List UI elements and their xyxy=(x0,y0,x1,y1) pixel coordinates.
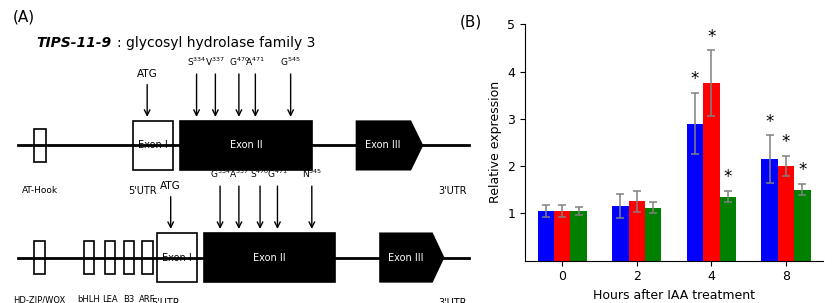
Bar xyxy=(203,233,335,282)
Text: *: * xyxy=(765,113,774,131)
Text: G$^{545}$: G$^{545}$ xyxy=(281,56,301,68)
Bar xyxy=(703,83,720,261)
Text: TIPS-11-9: TIPS-11-9 xyxy=(37,36,112,50)
Bar xyxy=(612,206,628,261)
Text: *: * xyxy=(723,168,732,186)
Text: AT-Hook: AT-Hook xyxy=(23,186,59,195)
Y-axis label: Relative expression: Relative expression xyxy=(489,81,501,204)
Text: Exon II: Exon II xyxy=(229,140,262,151)
Text: S$^{470}$: S$^{470}$ xyxy=(250,168,270,180)
Bar xyxy=(34,241,45,274)
Text: (A): (A) xyxy=(13,9,35,24)
Bar xyxy=(133,121,173,170)
Bar xyxy=(538,211,554,261)
Text: 5'UTR: 5'UTR xyxy=(129,186,157,196)
Bar xyxy=(645,208,661,261)
X-axis label: Hours after IAA treatment: Hours after IAA treatment xyxy=(593,289,755,302)
Bar xyxy=(143,241,153,274)
Text: 5'UTR: 5'UTR xyxy=(152,298,181,303)
Text: A$^{337}$: A$^{337}$ xyxy=(229,168,249,180)
Text: *: * xyxy=(782,133,790,151)
Text: V$^{337}$: V$^{337}$ xyxy=(206,56,225,68)
Text: Exon III: Exon III xyxy=(388,252,423,263)
Text: Exon III: Exon III xyxy=(365,140,401,151)
Text: S$^{334}$: S$^{334}$ xyxy=(186,56,207,68)
Text: *: * xyxy=(707,28,716,45)
Polygon shape xyxy=(380,233,444,282)
Bar xyxy=(778,166,794,261)
Text: *: * xyxy=(690,70,699,88)
Text: bHLH: bHLH xyxy=(77,295,100,303)
Bar xyxy=(105,241,115,274)
Text: N$^{545}$: N$^{545}$ xyxy=(302,168,322,180)
Text: : glycosyl hydrolase family 3: : glycosyl hydrolase family 3 xyxy=(117,36,315,50)
Text: *: * xyxy=(798,161,806,179)
Bar xyxy=(628,201,645,261)
Text: ARF: ARF xyxy=(139,295,156,303)
Text: G$^{471}$: G$^{471}$ xyxy=(267,168,288,180)
Text: Exon I: Exon I xyxy=(161,252,192,263)
Text: Exon I: Exon I xyxy=(138,140,168,151)
Text: ATG: ATG xyxy=(160,181,181,191)
Text: (B): (B) xyxy=(459,15,481,30)
Bar xyxy=(84,241,94,274)
Text: ATG: ATG xyxy=(137,69,158,79)
Text: G$^{334}$: G$^{334}$ xyxy=(210,168,230,180)
Text: A$^{471}$: A$^{471}$ xyxy=(245,56,265,68)
Text: LEA: LEA xyxy=(102,295,118,303)
Bar xyxy=(554,211,570,261)
Text: 3'UTR: 3'UTR xyxy=(438,298,467,303)
Bar xyxy=(156,233,197,282)
Bar xyxy=(687,124,703,261)
Text: HD-ZIP/WOX: HD-ZIP/WOX xyxy=(13,295,66,303)
Bar xyxy=(123,241,134,274)
Bar xyxy=(180,121,312,170)
Bar xyxy=(720,197,736,261)
Bar xyxy=(570,211,587,261)
FancyBboxPatch shape xyxy=(34,129,46,162)
Text: G$^{470}$: G$^{470}$ xyxy=(228,56,249,68)
Bar xyxy=(794,190,811,261)
Text: 3'UTR: 3'UTR xyxy=(438,186,467,196)
Text: B3: B3 xyxy=(123,295,134,303)
Bar xyxy=(761,159,778,261)
Polygon shape xyxy=(356,121,423,170)
Text: Exon II: Exon II xyxy=(253,252,286,263)
